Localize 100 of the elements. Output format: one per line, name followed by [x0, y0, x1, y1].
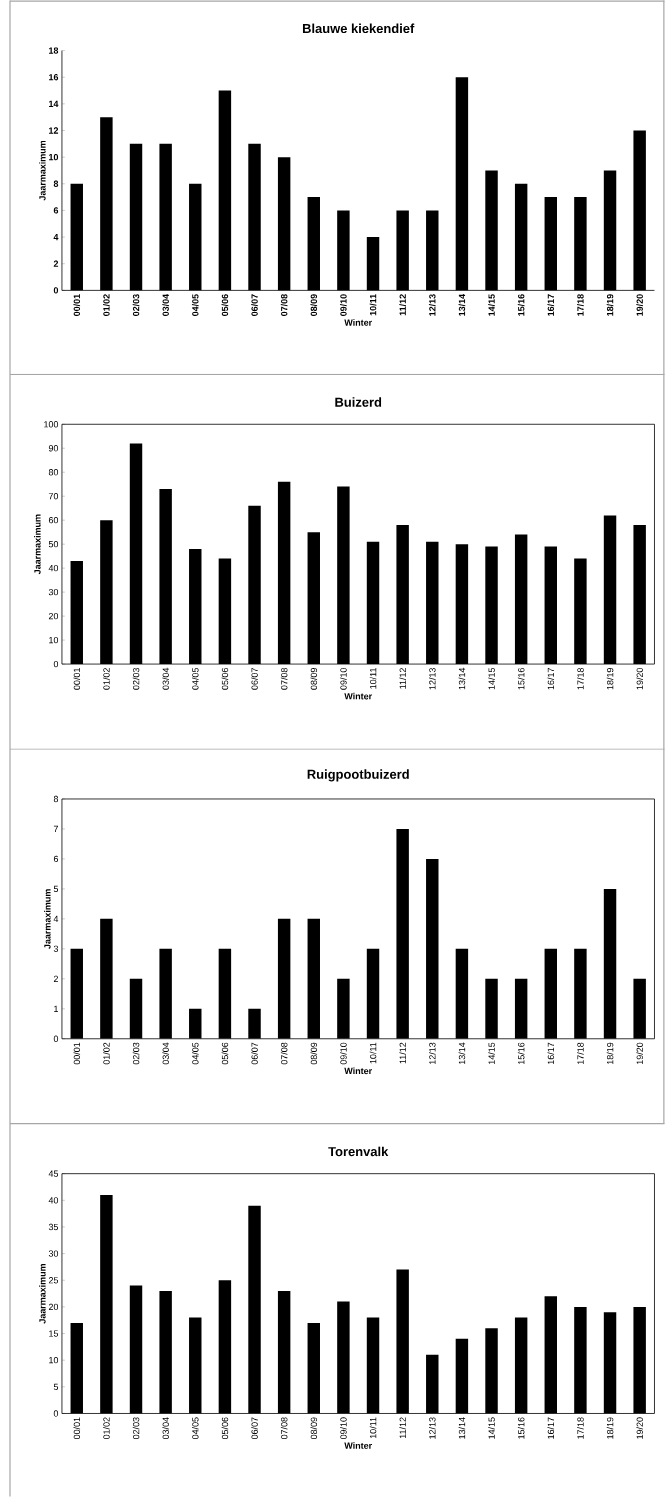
x-tick-label: 11/12 — [399, 1417, 406, 1439]
x-tick-label: 03/04 — [162, 293, 169, 316]
y-tick-label: 20 — [48, 612, 59, 620]
y-tick-label: 3 — [53, 945, 59, 953]
x-tick-label: 14/15 — [488, 667, 495, 690]
x-tick-label: 03/04 — [162, 1042, 169, 1065]
y-tick-label: 30 — [48, 588, 59, 596]
x-tick-label: 14/15 — [488, 294, 495, 316]
y-tick-label: 25 — [48, 1277, 59, 1284]
x-tick-label: 08/09 — [310, 1042, 318, 1065]
x-tick-label: 17/18 — [577, 1042, 584, 1065]
y-tick-label: 6 — [53, 207, 59, 214]
y-tick-label: 6 — [53, 855, 59, 863]
bar — [574, 948, 587, 1039]
x-tick-label: 01/02 — [103, 294, 110, 316]
x-tick-label: 13/14 — [458, 1417, 466, 1439]
bar — [426, 858, 439, 1039]
x-tick-label: 12/13 — [428, 1042, 436, 1065]
x-tick-label: 04/05 — [191, 667, 199, 690]
y-tick-label: 10 — [49, 1357, 59, 1364]
x-tick-label: 11/12 — [399, 668, 406, 689]
bar — [396, 828, 409, 1039]
y-tick-label: 1 — [54, 1005, 58, 1012]
x-tick-label: 00/01 — [73, 668, 81, 690]
x-tick-label: 06/07 — [251, 294, 258, 316]
x-tick-label: 18/19 — [606, 668, 614, 690]
x-tick-label: 10/11 — [369, 294, 377, 316]
y-tick-label: 18 — [49, 47, 59, 54]
x-tick-label: 02/03 — [132, 667, 140, 690]
y-tick-label: 70 — [48, 493, 59, 500]
x-tick-label: 18/19 — [606, 1042, 614, 1065]
y-axis-title: Jaarmaximum — [39, 140, 46, 201]
x-tick-label: 16/17 — [547, 1417, 555, 1439]
x-tick-label: 19/20 — [636, 1042, 643, 1065]
x-tick-label: 10/11 — [369, 668, 377, 689]
x-tick-label: 07/08 — [280, 294, 288, 316]
bar — [337, 978, 350, 1039]
bar — [159, 948, 172, 1039]
bar — [544, 948, 557, 1039]
x-tick-label: 09/10 — [340, 1417, 347, 1440]
y-tick-label: 14 — [49, 100, 59, 107]
y-tick-label: 16 — [49, 74, 59, 81]
x-tick-label: 02/03 — [132, 1042, 140, 1065]
y-tick-label: 12 — [49, 127, 59, 134]
x-tick-label: 18/19 — [606, 1417, 614, 1439]
x-tick-label: 05/06 — [221, 294, 229, 316]
bar — [307, 918, 320, 1039]
x-tick-label: 07/08 — [280, 667, 288, 690]
x-tick-label: 15/16 — [517, 1417, 525, 1439]
x-axis-title: Winter — [344, 1442, 372, 1449]
x-tick-label: 05/06 — [221, 667, 229, 690]
y-axis-title: Jaarmaximum — [39, 1264, 46, 1324]
x-tick-label: 09/10 — [340, 667, 347, 690]
y-tick-label: 5 — [53, 1383, 59, 1390]
x-tick-label: 04/05 — [191, 1042, 199, 1065]
chart-title: Ruigpootbuizerd — [307, 769, 409, 782]
x-tick-label: 15/16 — [517, 294, 525, 316]
x-axis-title: Winter — [344, 1067, 372, 1075]
x-tick-label: 15/16 — [517, 1042, 525, 1065]
chart-title: Torenvalk — [328, 1146, 389, 1157]
x-tick-label: 10/11 — [369, 1417, 377, 1439]
x-tick-label: 07/08 — [280, 1042, 288, 1065]
x-tick-label: 08/09 — [310, 294, 318, 316]
y-tick-label: 4 — [53, 915, 59, 922]
y-tick-label: 20 — [48, 1303, 59, 1311]
x-tick-label: 16/17 — [547, 668, 555, 690]
x-tick-label: 15/16 — [517, 667, 525, 690]
bar — [633, 978, 646, 1039]
y-tick-label: 90 — [48, 445, 59, 452]
x-tick-label: 02/03 — [132, 1417, 140, 1440]
x-tick-label: 18/19 — [606, 294, 614, 316]
x-axis-title: Winter — [344, 319, 372, 326]
y-tick-label: 0 — [53, 287, 59, 294]
x-tick-label: 06/07 — [251, 668, 258, 690]
x-tick-label: 06/07 — [251, 1042, 258, 1065]
bar — [70, 948, 83, 1039]
chart-title: Blauwe kiekendief — [302, 23, 415, 34]
bar — [455, 948, 469, 1039]
x-tick-label: 17/18 — [577, 294, 584, 316]
y-tick-label: 40 — [48, 564, 59, 572]
x-tick-label: 09/10 — [340, 294, 347, 316]
bar — [248, 1008, 261, 1039]
x-tick-label: 06/07 — [251, 1417, 258, 1440]
bar — [603, 888, 617, 1039]
y-tick-label: 2 — [53, 260, 59, 267]
x-tick-label: 12/13 — [428, 294, 436, 316]
bar — [485, 978, 498, 1039]
y-tick-label: 0 — [53, 1410, 59, 1417]
x-tick-label: 01/02 — [103, 668, 110, 690]
x-tick-label: 19/20 — [636, 294, 643, 316]
x-tick-label: 05/06 — [221, 1042, 229, 1065]
bar — [218, 948, 232, 1039]
y-tick-label: 35 — [48, 1223, 59, 1231]
y-tick-label: 100 — [44, 421, 59, 428]
chart-title: Buizerd — [335, 397, 382, 407]
y-tick-label: 80 — [48, 469, 59, 476]
bar — [129, 978, 143, 1039]
x-tick-label: 01/02 — [103, 1417, 110, 1440]
x-tick-label: 17/18 — [577, 667, 584, 690]
y-tick-label: 0 — [53, 660, 59, 668]
